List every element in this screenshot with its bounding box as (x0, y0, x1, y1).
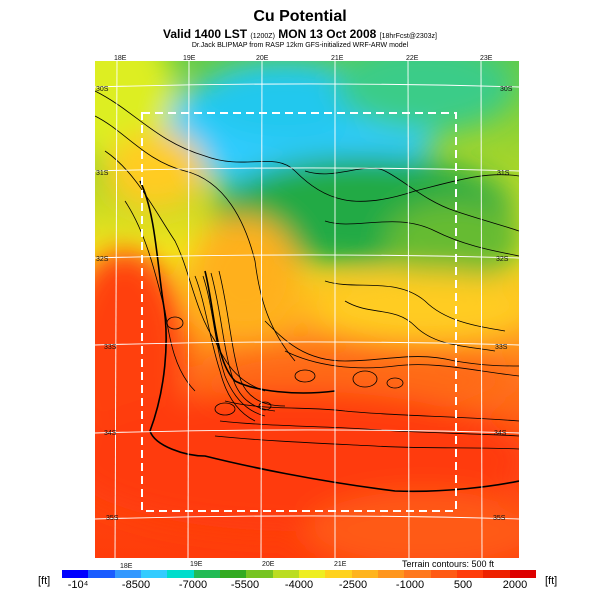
lat-label-right: 32S (496, 256, 509, 263)
colorbar-segment (140, 570, 168, 578)
valid-time: Valid 1400 LST (163, 27, 248, 41)
colorbar-tick: -7000 (178, 579, 208, 591)
colorbar-segment (193, 570, 220, 578)
lat-label-right: 35S (493, 515, 506, 522)
colorbar-tick: 500 (453, 579, 473, 591)
cu-potential-map (95, 61, 519, 558)
coastline (139, 180, 519, 493)
lat-lon-grid (95, 61, 519, 558)
valid-time-subtitle: Valid 1400 LST (1200Z) MON 13 Oct 2008 [… (0, 27, 600, 41)
chart-title: Cu Potential (253, 8, 347, 25)
colorbar-segment (456, 570, 484, 578)
lat-label-right: 31S (497, 170, 510, 177)
colorbar-segment (483, 570, 510, 578)
forecast-hours: [18hrFcst@2303z] (379, 33, 437, 40)
inner-domain-box (141, 112, 457, 512)
lon-label-top: 21E (331, 55, 344, 62)
model-credit: Dr.Jack BLIPMAP from RASP 12km GFS-initi… (191, 42, 409, 49)
colorbar-tick: -10⁴ (67, 579, 89, 591)
lon-label-bottom: 19E (190, 561, 203, 568)
lon-label-top: 18E (114, 55, 127, 62)
colorbar-segment (62, 570, 89, 578)
colorbar-tick: -5500 (230, 579, 260, 591)
colorbar-tick: 2000 (502, 579, 528, 591)
lat-label-left: 33S (104, 344, 117, 351)
colorbar-tick: -2500 (338, 579, 368, 591)
colorbar-segment (509, 570, 536, 578)
colorbar-tick: -1000 (395, 579, 425, 591)
colorbar-segment (325, 570, 352, 578)
colorbar-segment (351, 570, 378, 578)
colorbar-unit-right: [ft] (545, 575, 558, 587)
colorbar-segment (246, 570, 273, 578)
colorbar-segment (430, 570, 457, 578)
colorbar (62, 570, 536, 578)
colorbar-tick: -4000 (284, 579, 314, 591)
lon-label-bottom: 21E (334, 561, 347, 568)
lon-label-bottom: 20E (262, 561, 275, 568)
lon-label-top: 23E (480, 55, 493, 62)
colorbar-tick: -8500 (121, 579, 151, 591)
colorbar-segment (272, 570, 299, 578)
colorbar-segment (298, 570, 326, 578)
terrain-contours-note: Terrain contours: 500 ft (402, 559, 495, 569)
lat-label-left: 31S (96, 170, 109, 177)
lon-label-top: 19E (183, 55, 196, 62)
lat-label-left: 34S (104, 430, 117, 437)
colorbar-unit-left: [ft] (38, 575, 51, 587)
lat-label-left: 32S (96, 256, 109, 263)
lon-label-bottom: 18E (120, 563, 133, 570)
lon-label-top: 20E (256, 55, 269, 62)
colorbar-segment (114, 570, 141, 578)
colorbar-segment (88, 570, 115, 578)
lat-label-left: 30S (96, 86, 109, 93)
colorbar-segment (167, 570, 194, 578)
lat-label-left: 35S (106, 515, 119, 522)
colorbar-segment (377, 570, 405, 578)
zulu-time: (1200Z) (250, 33, 275, 40)
forecast-date: MON 13 Oct 2008 (278, 27, 377, 41)
lat-label-right: 33S (495, 344, 508, 351)
colorbar-segment (219, 570, 247, 578)
lat-label-right: 34S (494, 430, 507, 437)
lon-label-top: 22E (406, 55, 419, 62)
colorbar-segment (404, 570, 431, 578)
lat-label-right: 30S (500, 86, 513, 93)
